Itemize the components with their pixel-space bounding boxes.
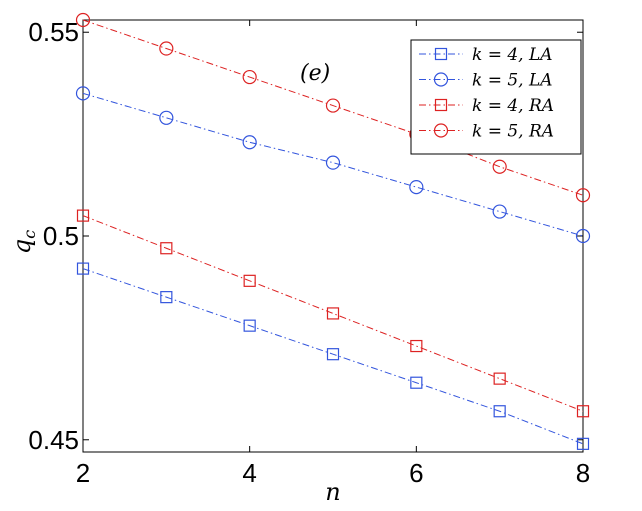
x-tick-label: 4 <box>242 458 256 488</box>
data-point <box>76 262 90 275</box>
x-axis-label: n <box>325 478 340 506</box>
data-point <box>325 155 341 170</box>
legend-marker <box>433 72 449 87</box>
data-point <box>575 228 591 244</box>
legend-marker <box>434 47 448 61</box>
data-point <box>410 339 423 353</box>
data-point <box>160 242 173 255</box>
data-point <box>576 437 590 450</box>
x-tick-label: 8 <box>576 458 590 488</box>
series-line <box>82 215 584 412</box>
y-tick-label: 0.5 <box>43 221 79 251</box>
legend-label: k = 5, RA <box>472 122 554 142</box>
data-point <box>576 405 590 418</box>
data-point <box>326 307 340 320</box>
y-tick-label: 0.55 <box>28 17 79 47</box>
data-point <box>159 110 174 125</box>
y-axis-label: qc <box>8 230 39 254</box>
data-point <box>493 405 506 418</box>
data-point <box>242 135 257 150</box>
data-point <box>75 12 91 28</box>
legend-item-0: k = 4, LA <box>419 45 553 65</box>
data-point <box>325 98 341 113</box>
series-layer <box>75 12 591 450</box>
data-point <box>160 291 173 304</box>
legend-marker <box>434 98 448 112</box>
x-tick-label: 6 <box>409 458 423 488</box>
series-line <box>82 19 584 196</box>
y-tick-label: 0.45 <box>28 425 79 455</box>
y-axis-label-main: q <box>8 239 36 254</box>
data-point <box>243 274 256 287</box>
svg-text:qc: qc <box>8 230 39 254</box>
series-1 <box>75 86 591 244</box>
legend-label: k = 4, LA <box>472 45 553 65</box>
x-tick-label: 2 <box>76 458 90 488</box>
data-point <box>242 69 257 85</box>
data-point <box>410 376 423 389</box>
data-point <box>575 188 591 203</box>
y-axis-label-sub: c <box>20 230 39 239</box>
data-point <box>492 204 507 219</box>
data-point <box>493 372 506 385</box>
panel-annotation: (e) <box>300 61 330 86</box>
legend-marker <box>433 123 449 138</box>
series-0 <box>76 262 590 450</box>
data-point <box>326 348 340 361</box>
legend-item-3: k = 5, RA <box>419 122 554 142</box>
legend: k = 4, LA k = 5, LA k = 4, RA k = 5, RA <box>410 39 582 155</box>
data-point <box>409 179 424 195</box>
series-line <box>82 268 584 445</box>
legend-item-1: k = 5, LA <box>419 71 553 91</box>
data-point <box>243 319 256 332</box>
legend-label: k = 5, LA <box>472 71 553 91</box>
data-point <box>159 41 174 56</box>
legend-item-2: k = 4, RA <box>419 96 554 116</box>
data-point <box>75 86 91 101</box>
data-point <box>76 209 90 222</box>
axis-ticks: 2 4 6 8 0.45 0.5 0.55 <box>28 17 590 488</box>
data-point <box>492 159 507 174</box>
series-2 <box>76 209 590 418</box>
legend-label: k = 4, RA <box>472 96 554 116</box>
